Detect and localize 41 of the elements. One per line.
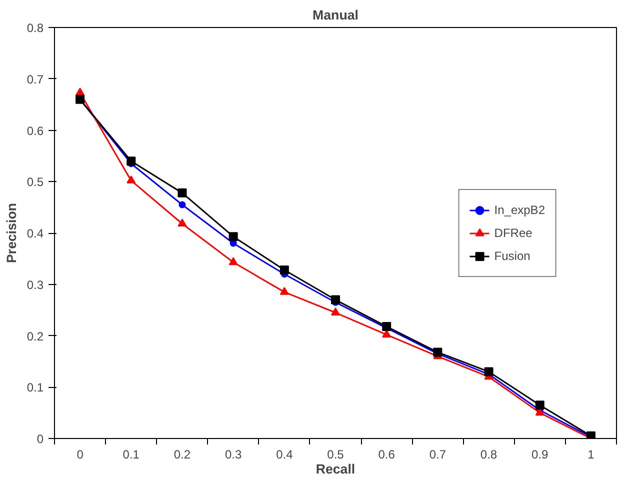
x-tick-label: 0.3 xyxy=(224,448,242,462)
y-tick-label: 0.6 xyxy=(26,124,44,138)
y-tick-label: 0.8 xyxy=(26,21,44,35)
x-tick-label: 0.6 xyxy=(378,448,396,462)
y-tick-label: 0.3 xyxy=(26,278,44,292)
legend-label: Fusion xyxy=(494,248,530,262)
point xyxy=(331,295,340,304)
point xyxy=(178,201,186,208)
point xyxy=(228,257,238,266)
x-tick-label: 0.8 xyxy=(480,448,498,462)
x-axis-title: Recall xyxy=(316,462,356,476)
point xyxy=(382,322,392,332)
x-tick-label: 0 xyxy=(76,448,84,462)
point xyxy=(484,367,494,376)
y-tick-label: 0.4 xyxy=(26,226,44,240)
point xyxy=(228,232,238,242)
legend-label: In_expB2 xyxy=(494,202,545,216)
point xyxy=(433,348,442,357)
point xyxy=(126,175,136,184)
y-axis-title: Precision xyxy=(4,202,19,263)
chart-title: Manual xyxy=(312,8,358,22)
y-tick-label: 0.2 xyxy=(26,329,44,344)
y-tick-label: 0.5 xyxy=(26,175,44,190)
legend-label: DFRee xyxy=(494,226,532,240)
x-tick-label: 0.2 xyxy=(174,448,191,462)
x-tick-label: 0.9 xyxy=(532,448,549,462)
x-tick-label: 0.5 xyxy=(327,448,344,462)
x-tick-label: 1 xyxy=(588,448,595,462)
y-tick-label: 0 xyxy=(36,432,44,446)
x-tick-label: 0.4 xyxy=(276,448,294,462)
point xyxy=(178,188,187,198)
point xyxy=(126,156,136,166)
y-tick-label: 0.7 xyxy=(26,72,44,86)
x-tick-label: 0.1 xyxy=(122,448,140,462)
point xyxy=(280,286,289,295)
x-tick-label: 0.7 xyxy=(429,448,446,462)
point xyxy=(178,218,187,227)
point xyxy=(331,308,340,316)
point xyxy=(280,265,289,274)
y-tick-label: 0.1 xyxy=(26,380,44,395)
point xyxy=(535,400,544,410)
